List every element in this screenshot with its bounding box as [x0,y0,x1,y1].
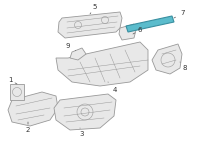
Text: 3: 3 [80,128,84,137]
Text: 7: 7 [174,10,185,18]
Text: 2: 2 [26,122,30,133]
Polygon shape [152,44,182,74]
Polygon shape [54,94,116,130]
Polygon shape [56,42,148,86]
Text: 8: 8 [180,62,187,71]
Text: 4: 4 [108,82,117,93]
Polygon shape [70,48,86,60]
Polygon shape [58,12,122,38]
Polygon shape [119,24,136,40]
Text: 1: 1 [8,77,17,84]
Text: 9: 9 [66,43,76,51]
Text: 5: 5 [90,4,97,14]
Text: 6: 6 [133,27,142,34]
Polygon shape [8,92,58,126]
Polygon shape [126,16,174,32]
Polygon shape [10,84,24,100]
